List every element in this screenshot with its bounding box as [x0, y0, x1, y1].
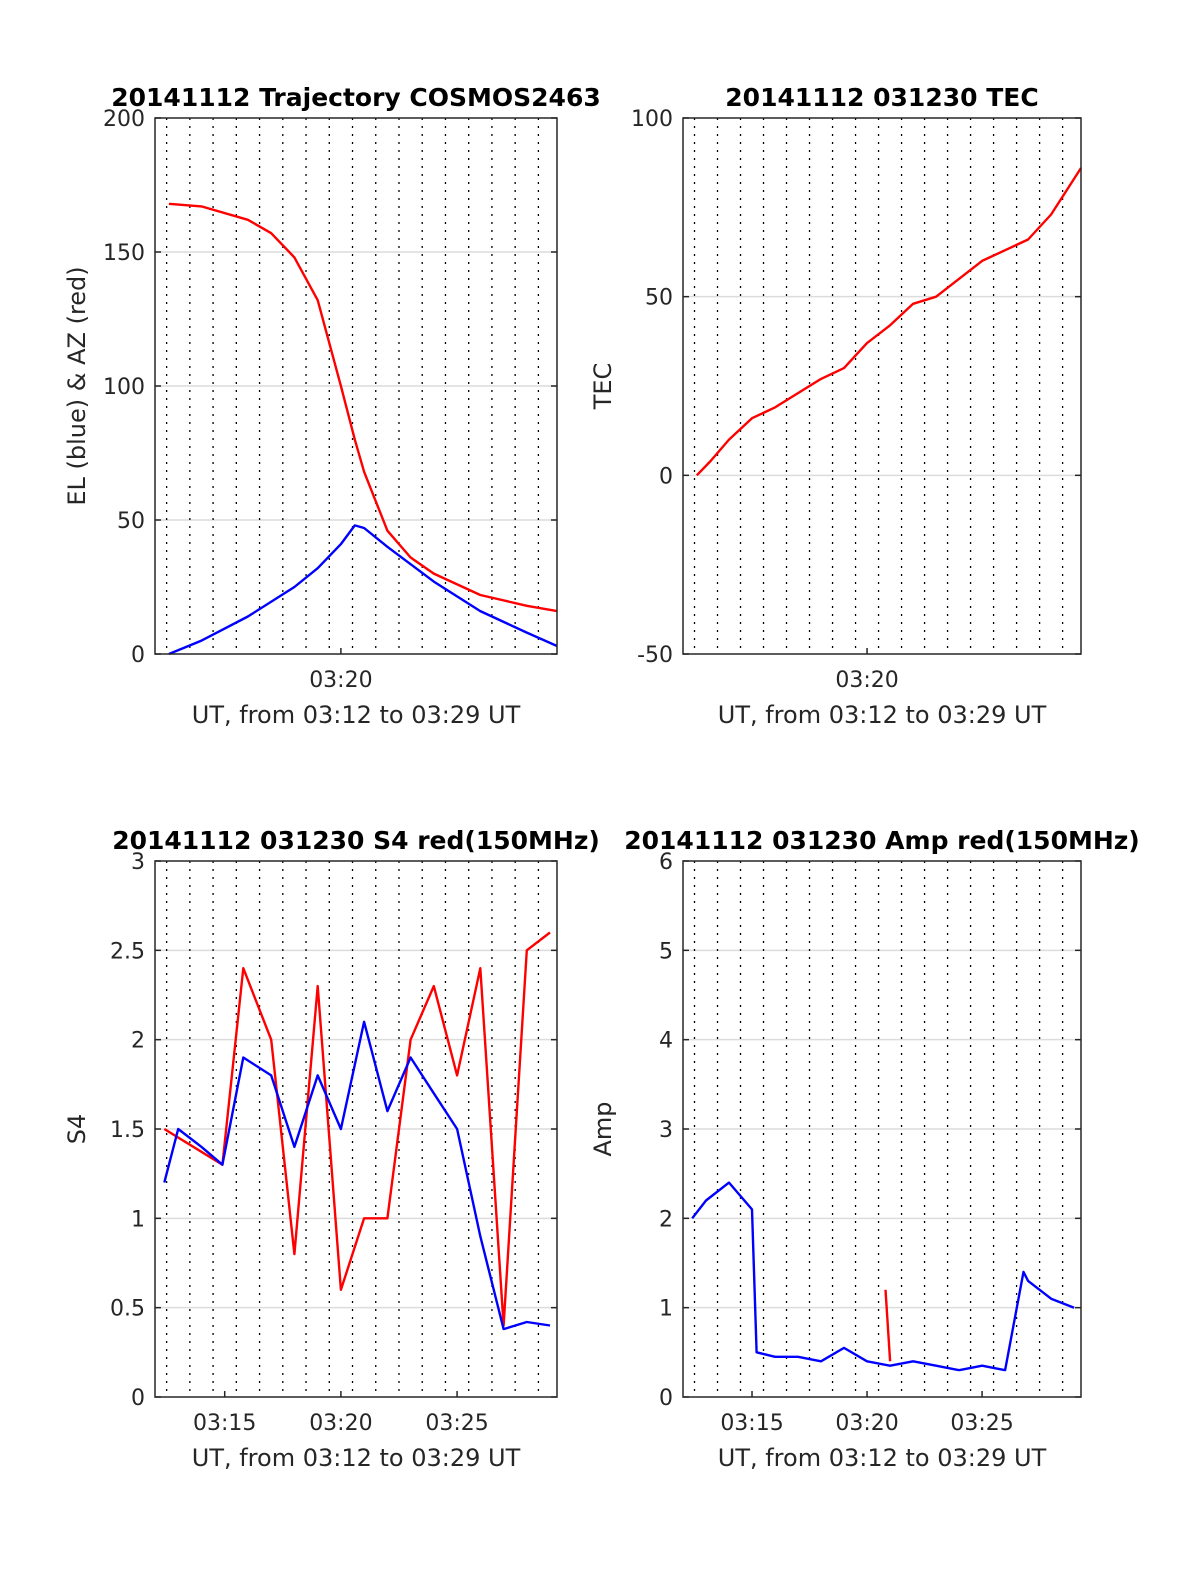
x-tick-label: 03:20: [835, 668, 898, 693]
chart-4: 0 1 2 3 4 5 6 03:15 03:20 03:25 20141112 031230 Am…: [589, 826, 1140, 1472]
x-tick-label: 03:15: [720, 1411, 783, 1436]
y-tick-label: 0: [131, 643, 145, 668]
x-axis-label: UT, from 03:12 to 03:29 UT: [718, 701, 1047, 729]
x-tick-label: 03:25: [425, 1411, 488, 1436]
x-axis-label: UT, from 03:12 to 03:29 UT: [192, 701, 521, 729]
y-tick-label: 100: [631, 107, 673, 132]
y-axis-label: TEC: [589, 363, 617, 411]
y-tick-label: 3: [659, 1118, 673, 1143]
y-tick-label: 0: [131, 1386, 145, 1411]
y-tick-label: 2.5: [110, 939, 145, 964]
series-group: [697, 168, 1081, 475]
y-tick-label: 0: [659, 1386, 673, 1411]
y-tick-label: -50: [637, 643, 673, 668]
y-tick-label: 5: [659, 939, 673, 964]
series-line-1: [697, 168, 1081, 475]
y-axis-label: EL (blue) & AZ (red): [63, 266, 91, 505]
series-line-2: [164, 1022, 550, 1329]
series-line-1: [164, 933, 550, 1326]
y-axis-label: S4: [63, 1114, 91, 1145]
series-line-1: [692, 1183, 1074, 1371]
x-tick-label: 03:20: [309, 668, 372, 693]
chart-title: 20141112 031230 TEC: [725, 83, 1038, 112]
x-axis-label: UT, from 03:12 to 03:29 UT: [718, 1444, 1047, 1472]
y-tick-label: 4: [659, 1029, 673, 1054]
chart-title: 20141112 Trajectory COSMOS2463: [111, 83, 601, 112]
y-tick-label: 1: [659, 1297, 673, 1322]
chart-3: 0 0.5 1 1.5 2 2.5 3 03:15 03:20 03:25 20141112 031…: [63, 826, 600, 1472]
y-tick-label: 100: [103, 375, 145, 400]
chart-title: 20141112 031230 Amp red(150MHz): [624, 826, 1140, 855]
y-tick-label: 50: [645, 286, 673, 311]
y-tick-label: 50: [117, 509, 145, 534]
y-tick-label: 0.5: [110, 1297, 145, 1322]
x-tick-label: 03:20: [835, 1411, 898, 1436]
y-tick-label: 0: [659, 464, 673, 489]
y-tick-label: 1.5: [110, 1118, 145, 1143]
series-group: [692, 1183, 1074, 1371]
y-tick-label: 200: [103, 107, 145, 132]
plot-area: [683, 118, 1081, 654]
y-tick-label: 2: [659, 1207, 673, 1232]
y-tick-label: 6: [659, 850, 673, 875]
y-tick-label: 150: [103, 241, 145, 266]
y-tick-label: 1: [131, 1207, 145, 1232]
series-line-2: [886, 1290, 891, 1362]
series-group: [164, 932, 550, 1329]
x-tick-label: 03:20: [309, 1411, 372, 1436]
x-tick-label: 03:15: [193, 1411, 256, 1436]
y-tick-label: 3: [131, 850, 145, 875]
x-tick-label: 03:25: [950, 1411, 1013, 1436]
chart-title: 20141112 031230 S4 red(150MHz): [112, 826, 600, 855]
y-axis-label: Amp: [589, 1101, 617, 1156]
chart-2: -50 0 50 100 03:20 20141112 031230 TEC UT, fro…: [589, 83, 1081, 729]
x-axis-label: UT, from 03:12 to 03:29 UT: [192, 1444, 521, 1472]
chart-1: 0 50 100 150 200 03:20 20141112 Trajectory COS…: [63, 83, 601, 729]
y-tick-label: 2: [131, 1029, 145, 1054]
axes-box: [682, 117, 1082, 655]
